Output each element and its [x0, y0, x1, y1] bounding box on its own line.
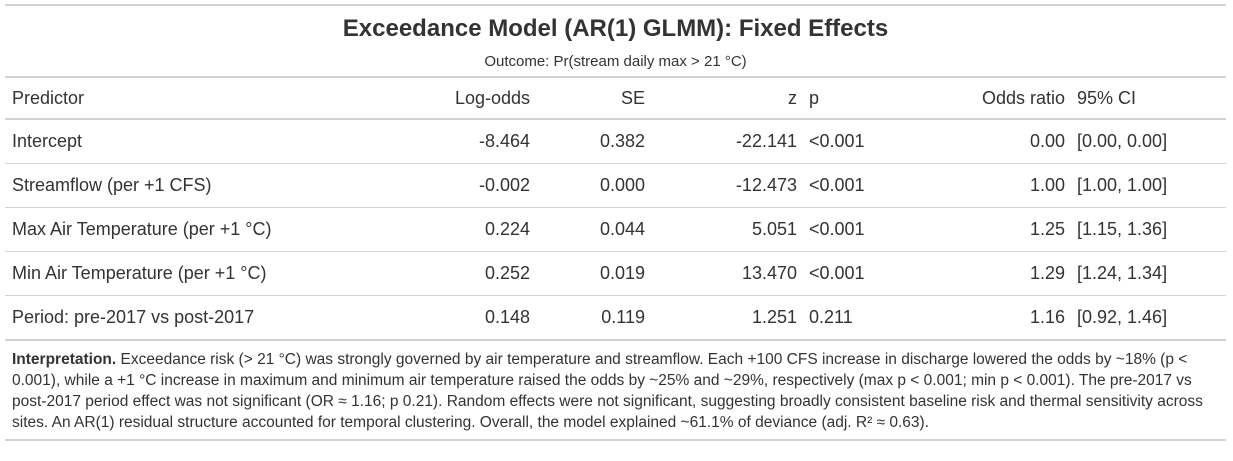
p-cell: 0.211 [797, 295, 929, 341]
column-header-log-odds: Log-odds [454, 87, 530, 108]
log-odds-cell: 0.224 [412, 207, 530, 252]
se-cell: 0.119 [530, 295, 645, 341]
table-subtitle: Outcome: Pr(stream daily max > 21 °C) [484, 53, 747, 70]
table-title: Exceedance Model (AR(1) GLMM): Fixed Eff… [342, 15, 889, 42]
log-odds-cell: -8.464 [412, 119, 530, 164]
ci-cell: [0.92, 1.46] [1065, 295, 1226, 341]
p-cell: <0.001 [797, 251, 929, 296]
column-header-se: SE [620, 87, 645, 108]
ci-cell: [0.00, 0.00] [1065, 119, 1226, 164]
p-cell: <0.001 [797, 207, 929, 252]
table-row: Intercept -8.464 0.382 -22.141 <0.001 0.… [5, 119, 1226, 164]
se-cell: 0.382 [530, 119, 645, 164]
se-cell: 0.019 [530, 251, 645, 296]
odds-ratio-cell: 0.00 [929, 119, 1065, 164]
odds-ratio-cell: 1.16 [929, 295, 1065, 341]
ci-cell: [1.15, 1.36] [1065, 207, 1226, 252]
log-odds-cell: 0.148 [412, 295, 530, 341]
table-row: Min Air Temperature (per +1 °C) 0.252 0.… [5, 251, 1226, 296]
predictor-cell: Max Air Temperature (per +1 °C) [5, 207, 412, 252]
interpretation-label: Interpretation. [12, 351, 117, 368]
z-cell: -22.141 [645, 119, 797, 164]
z-cell: 13.470 [645, 251, 797, 296]
fixed-effects-table: Exceedance Model (AR(1) GLMM): Fixed Eff… [5, 4, 1226, 441]
top-rule [5, 4, 1226, 6]
se-cell: 0.044 [530, 207, 645, 252]
predictor-cell: Min Air Temperature (per +1 °C) [5, 251, 412, 296]
p-cell: <0.001 [797, 119, 929, 164]
log-odds-cell: -0.002 [412, 163, 530, 208]
ci-cell: [1.00, 1.00] [1065, 163, 1226, 208]
column-header-z: z [788, 87, 797, 108]
odds-ratio-cell: 1.25 [929, 207, 1065, 252]
column-header-ci: 95% CI [1077, 87, 1137, 108]
header-row: Predictor Log-odds SE z p Odds ratio 95%… [5, 77, 1226, 119]
predictor-cell: Period: pre-2017 vs post-2017 [5, 295, 412, 341]
interpretation-text: Exceedance risk (> 21 °C) was strongly g… [12, 351, 1203, 431]
odds-ratio-cell: 1.00 [929, 163, 1065, 208]
predictor-cell: Streamflow (per +1 CFS) [5, 163, 412, 208]
table-row: Period: pre-2017 vs post-2017 0.148 0.11… [5, 295, 1226, 341]
column-header-p: p [809, 87, 820, 108]
column-header-odds-ratio: Odds ratio [981, 87, 1065, 108]
column-header-predictor: Predictor [12, 87, 85, 108]
se-cell: 0.000 [530, 163, 645, 208]
ci-cell: [1.24, 1.34] [1065, 251, 1226, 296]
effects-table: Predictor Log-odds SE z p Odds ratio 95%… [5, 76, 1226, 341]
predictor-cell: Intercept [5, 119, 412, 164]
z-cell: -12.473 [645, 163, 797, 208]
table-row: Streamflow (per +1 CFS) -0.002 0.000 -12… [5, 163, 1226, 208]
table-row: Max Air Temperature (per +1 °C) 0.224 0.… [5, 207, 1226, 252]
interpretation-note: Interpretation. Exceedance risk (> 21 °C… [5, 341, 1226, 441]
z-cell: 1.251 [645, 295, 797, 341]
log-odds-cell: 0.252 [412, 251, 530, 296]
odds-ratio-cell: 1.29 [929, 251, 1065, 296]
p-cell: <0.001 [797, 163, 929, 208]
z-cell: 5.051 [645, 207, 797, 252]
